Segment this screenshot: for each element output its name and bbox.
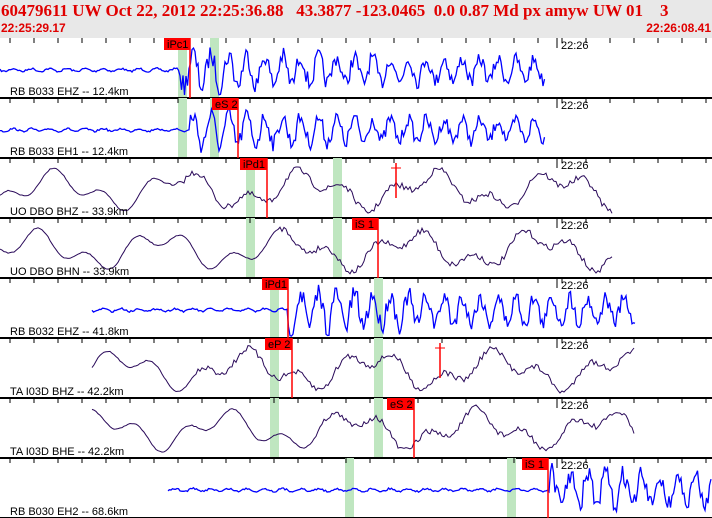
station-label: RB B033 EH1 -- 12.4km: [10, 146, 128, 158]
trace-panel[interactable]: 22:26 eS 2 RB B033 EH1 -- 12.4km: [0, 98, 712, 159]
minute-tick-label: 22:26: [561, 400, 589, 412]
phase-pick-flag[interactable]: [212, 98, 238, 110]
trace-panel[interactable]: 22:26 eP 2 TA I03D BHZ -- 42.2km: [0, 338, 712, 399]
phase-pick-label: eS 2: [390, 399, 413, 411]
analysis-window: [374, 338, 383, 398]
seismogram-panels[interactable]: 22:26 iPc1 RB B033 EHZ -- 12.4km 22:26 eS 2 R…: [0, 38, 712, 518]
waveform-trace: [167, 462, 712, 514]
station-label: RB B030 EH2 -- 68.6km: [10, 506, 128, 518]
minute-tick-label: 22:26: [561, 160, 589, 172]
phase-pick-flag[interactable]: [265, 338, 292, 350]
analysis-window: [178, 38, 187, 98]
analysis-window: [333, 158, 342, 218]
end-time: 22:26:08.41: [646, 21, 711, 35]
phase-pick-flag[interactable]: [352, 218, 378, 230]
waveform-trace: [0, 226, 613, 275]
waveform-trace: [91, 404, 635, 453]
phase-pick-flag[interactable]: [240, 158, 267, 170]
phase-pick-label: iS 1: [525, 459, 544, 471]
trace-panel[interactable]: 22:26 eS 2 TA I03D BHE -- 42.2km: [0, 398, 712, 459]
station-label: TA I03D BHZ -- 42.2km: [10, 386, 124, 398]
minute-tick-label: 22:26: [561, 100, 589, 112]
minute-tick-label: 22:26: [561, 460, 589, 472]
analysis-window: [210, 38, 219, 98]
analysis-window: [210, 98, 219, 158]
phase-pick-label: eP 2: [268, 339, 290, 351]
analysis-window: [507, 458, 516, 518]
waveform-trace: [91, 284, 636, 337]
phase-pick-flag[interactable]: [522, 458, 548, 470]
minute-tick-label: 22:26: [561, 340, 589, 352]
analysis-window: [246, 218, 255, 278]
analysis-window: [270, 338, 279, 398]
waveform-trace: [91, 345, 635, 394]
trace-panel[interactable]: 22:26 iPd1 UO DBO BHZ -- 33.9km: [0, 158, 712, 219]
station-label: UO DBO BHZ -- 33.9km: [10, 206, 128, 218]
phase-pick-flag[interactable]: [164, 38, 190, 50]
phase-pick-label: iPd1: [265, 279, 287, 291]
header-bar: 60479611 UW Oct 22, 2012 22:25:36.88 43.…: [0, 0, 712, 38]
analysis-window: [270, 278, 279, 338]
phase-pick-flag[interactable]: [262, 278, 288, 290]
analysis-window: [374, 398, 383, 458]
analysis-window: [270, 398, 279, 458]
minute-tick-label: 22:26: [561, 280, 589, 292]
phase-pick-flag[interactable]: [387, 398, 414, 410]
trace-panel[interactable]: 22:26 iS 1 RB B030 EH2 -- 68.6km: [0, 458, 712, 518]
station-label: TA I03D BHE -- 42.2km: [10, 446, 124, 458]
station-label: RB B032 EHZ -- 41.8km: [10, 326, 129, 338]
phase-pick-label: iPd1: [243, 159, 265, 171]
start-time: 22:25:29.17: [1, 21, 66, 35]
analysis-window: [345, 458, 354, 518]
trace-panel[interactable]: 22:26 iS 1 UO DBO BHN -- 33.9km: [0, 218, 712, 279]
station-label: UO DBO BHN -- 33.9km: [10, 266, 129, 278]
station-label: RB B033 EHZ -- 12.4km: [10, 86, 129, 98]
event-title: 60479611 UW Oct 22, 2012 22:25:36.88 43.…: [1, 1, 669, 20]
trace-panel[interactable]: 22:26 iPc1 RB B033 EHZ -- 12.4km: [0, 38, 712, 99]
analysis-window: [178, 98, 187, 158]
analysis-window: [333, 218, 342, 278]
analysis-window: [374, 278, 383, 338]
minute-tick-label: 22:26: [561, 220, 589, 232]
waveform-trace: [0, 166, 613, 214]
waveform-trace: [0, 46, 546, 96]
phase-pick-label: eS 2: [215, 99, 238, 111]
analysis-window: [246, 158, 255, 218]
trace-panel[interactable]: 22:26 iPd1 RB B032 EHZ -- 41.8km: [0, 278, 712, 339]
waveform-trace: [0, 106, 546, 154]
minute-tick-label: 22:26: [561, 40, 589, 52]
phase-pick-label: iS 1: [355, 219, 374, 231]
phase-pick-label: iPc1: [167, 39, 188, 51]
